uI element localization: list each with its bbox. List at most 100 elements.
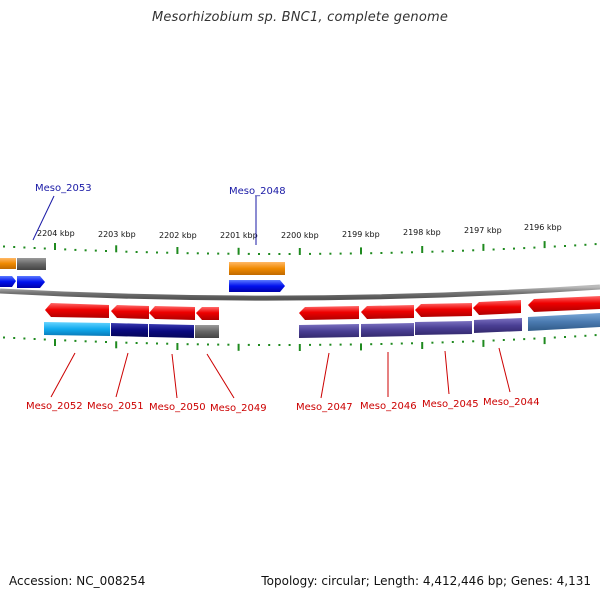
leader-line [498, 347, 511, 393]
minor-tick [278, 253, 281, 255]
minor-tick [74, 248, 77, 251]
minor-tick [370, 343, 373, 346]
minor-tick [227, 252, 230, 255]
gene-label[interactable]: Meso_2051 [87, 401, 144, 412]
minor-tick [23, 246, 26, 249]
minor-tick [156, 251, 158, 254]
minor-tick [217, 252, 220, 255]
forward-gene-labels: Meso_2053 Meso_2048 [35, 183, 286, 197]
minor-tick [94, 340, 97, 343]
gene-label[interactable]: Meso_2044 [483, 397, 540, 408]
forward-leaders [32, 195, 257, 245]
major-tick [482, 243, 485, 251]
major-tick [360, 343, 362, 351]
minor-tick [309, 343, 311, 346]
gene-label[interactable]: Meso_2047 [296, 402, 353, 413]
minor-tick [23, 337, 26, 340]
minor-tick [533, 246, 536, 249]
minor-tick [64, 248, 67, 251]
minor-tick [513, 338, 515, 341]
minor-tick [339, 343, 342, 346]
minor-tick [462, 249, 464, 252]
minor-tick [268, 253, 271, 255]
feature-slate [474, 318, 522, 333]
minor-tick [411, 251, 413, 254]
leader-line [206, 353, 235, 399]
gene-label[interactable]: Meso_2053 [35, 183, 92, 194]
minor-tick [125, 341, 128, 344]
major-tick [421, 246, 424, 253]
reverse-gene-labels: Meso_2052 Meso_2051 Meso_2050 Meso_2049 … [26, 397, 540, 414]
minor-tick [523, 247, 526, 250]
major-tick [54, 243, 56, 250]
minor-tick [411, 342, 413, 345]
forward-features [0, 258, 285, 292]
minor-tick [472, 340, 475, 343]
minor-tick [166, 251, 169, 254]
minor-tick [207, 343, 209, 346]
minor-tick [125, 250, 128, 253]
minor-tick [33, 247, 36, 249]
minor-tick [349, 343, 352, 346]
feature-arrow-red [299, 306, 359, 320]
gene-label[interactable]: Meso_2052 [26, 401, 83, 412]
major-tick [176, 247, 179, 254]
minor-tick [441, 250, 444, 253]
minor-tick [135, 342, 138, 344]
minor-tick [472, 249, 475, 252]
major-tick [115, 245, 118, 253]
minor-tick [166, 342, 169, 345]
minor-tick [523, 338, 526, 341]
reverse-features [44, 296, 600, 338]
minor-tick [329, 252, 332, 255]
minor-tick [584, 243, 587, 246]
gene-label[interactable]: Meso_2048 [229, 186, 286, 197]
feature-arrow-red [361, 305, 414, 319]
feature-navy [111, 323, 148, 337]
major-tick [115, 341, 118, 349]
gene-label[interactable]: Meso_2049 [210, 403, 267, 414]
minor-tick [13, 337, 16, 339]
minor-tick [13, 246, 16, 248]
minor-tick [513, 247, 515, 250]
minor-tick [247, 252, 250, 255]
minor-tick [339, 252, 342, 255]
minor-tick [105, 250, 107, 252]
major-tick [421, 342, 424, 349]
genome-title: Mesorhizobium sp. BNC1, complete genome [151, 10, 449, 25]
minor-tick [492, 248, 495, 251]
major-tick [360, 247, 362, 255]
minor-tick [207, 252, 209, 255]
minor-tick [105, 341, 107, 343]
minor-tick [431, 341, 434, 344]
gene-label[interactable]: Meso_2045 [422, 399, 479, 410]
scale-label: 2199 kbp [342, 230, 380, 239]
minor-tick [186, 252, 189, 255]
feature-navy [149, 324, 194, 338]
minor-tick [594, 243, 597, 246]
major-tick [298, 248, 301, 255]
leader-line [444, 350, 450, 395]
minor-tick [145, 251, 148, 254]
major-tick [54, 339, 56, 346]
feature-orange [0, 258, 16, 269]
minor-tick [502, 248, 505, 250]
minor-tick [258, 344, 260, 346]
minor-tick [574, 244, 577, 247]
major-tick [543, 337, 546, 345]
minor-tick [390, 342, 393, 345]
scale-label: 2202 kbp [159, 231, 197, 240]
feature-gray [195, 325, 219, 338]
feature-cyan [44, 322, 110, 336]
minor-tick [94, 249, 97, 252]
feature-arrow-blue [229, 280, 285, 292]
minor-tick [594, 334, 597, 337]
minor-tick [196, 343, 199, 346]
minor-tick [533, 337, 536, 340]
gene-label[interactable]: Meso_2050 [149, 402, 206, 413]
minor-tick [564, 245, 566, 247]
scale-label: 2196 kbp [524, 223, 562, 232]
gene-label[interactable]: Meso_2046 [360, 401, 417, 412]
minor-tick [258, 253, 260, 255]
feature-arrow-red [415, 303, 472, 317]
